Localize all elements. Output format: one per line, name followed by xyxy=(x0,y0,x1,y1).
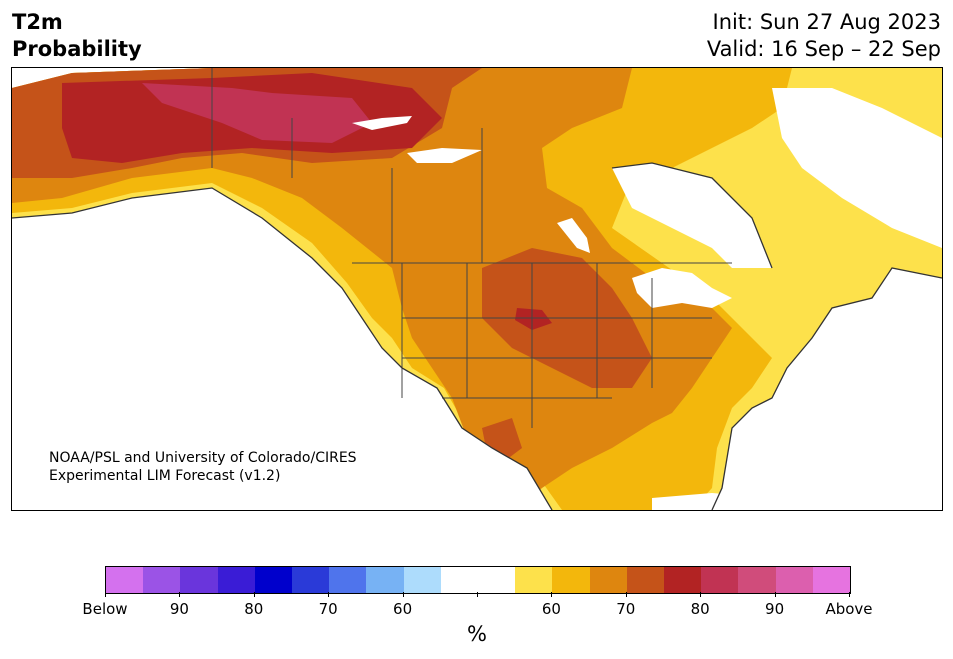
colorbar-tick-label: Above xyxy=(825,600,873,618)
colorbar-swatch xyxy=(254,567,293,593)
north-america-map xyxy=(12,68,942,510)
colorbar-swatch xyxy=(217,567,255,593)
baja-gulf xyxy=(462,463,492,508)
north-east-ocean xyxy=(772,88,942,248)
title-line-1: T2m xyxy=(12,10,63,34)
political-borders xyxy=(211,68,732,428)
valid-dates: Valid: 16 Sep – 22 Sep xyxy=(706,37,941,61)
colorbar-tick-label: 90 xyxy=(765,600,785,618)
great-lakes xyxy=(632,268,732,308)
colorbar-swatch xyxy=(515,567,553,593)
colorbar-tick xyxy=(328,592,330,597)
colorbar-tick-label: 60 xyxy=(541,600,561,618)
colorbar-swatch xyxy=(738,567,776,593)
credit-line-2: Experimental LIM Forecast (v1.2) xyxy=(49,468,281,484)
colorbar-swatch xyxy=(812,567,851,593)
pacific-ocean xyxy=(12,188,552,510)
colorbar-tick xyxy=(179,592,181,597)
colorbar-swatch xyxy=(478,567,516,593)
colorbar-tick xyxy=(402,592,404,597)
forecast-credit: NOAA/PSL and University of Colorado/CIRE… xyxy=(49,449,357,485)
great-slave-lake xyxy=(352,116,412,130)
colorbar-swatch xyxy=(292,567,330,593)
colorbar-tick-label: 80 xyxy=(244,600,264,618)
credit-line-1: NOAA/PSL and University of Colorado/CIRE… xyxy=(49,450,357,466)
probability-map xyxy=(11,67,943,511)
colorbar-unit: % xyxy=(467,622,487,646)
forecast-dates: Init: Sun 27 Aug 2023 Valid: 16 Sep – 22… xyxy=(707,9,941,63)
region-80-percent-central xyxy=(515,308,552,330)
colorbar-tick-label: 70 xyxy=(616,600,636,618)
title-line-2: Probability xyxy=(12,37,142,61)
map-title: T2m Probability xyxy=(12,9,142,63)
colorbar-tick xyxy=(849,592,850,597)
region-70-percent xyxy=(12,68,732,510)
init-date: Init: Sun 27 Aug 2023 xyxy=(712,10,941,34)
colorbar-tick xyxy=(551,592,553,597)
hudson-bay xyxy=(612,163,772,268)
colorbar-swatch xyxy=(143,567,181,593)
great-bear-lake xyxy=(407,148,482,163)
probability-colorbar xyxy=(105,566,851,594)
colorbar-swatch xyxy=(403,567,441,593)
colorbar-tick-label: 80 xyxy=(690,600,710,618)
colorbar-swatch xyxy=(366,567,404,593)
caribbean xyxy=(652,493,802,510)
colorbar-swatch xyxy=(626,567,665,593)
colorbar-swatch xyxy=(701,567,739,593)
coastlines xyxy=(12,162,942,510)
colorbar-tick xyxy=(700,592,702,597)
colorbar-swatch xyxy=(106,567,144,593)
region-85-percent xyxy=(142,83,372,143)
colorbar-tick-label: Below xyxy=(82,600,128,618)
colorbar-swatch xyxy=(552,567,590,593)
colorbar-tick xyxy=(105,592,106,597)
colorbar-tick-label: 90 xyxy=(169,600,189,618)
colorbar-tick xyxy=(774,592,776,597)
lake-winnipeg xyxy=(557,218,590,253)
colorbar-tick xyxy=(253,592,255,597)
colorbar-tick xyxy=(477,592,478,597)
colorbar-tick-label: 70 xyxy=(318,600,338,618)
atlantic-ocean xyxy=(712,268,942,510)
colorbar-swatch xyxy=(589,567,627,593)
colorbar-tick-label: 60 xyxy=(393,600,413,618)
colorbar-swatch xyxy=(664,567,702,593)
colorbar-swatch xyxy=(329,567,367,593)
colorbar-swatch xyxy=(775,567,813,593)
colorbar-swatch xyxy=(440,567,479,593)
colorbar-swatch xyxy=(180,567,218,593)
colorbar-tick xyxy=(625,592,627,597)
